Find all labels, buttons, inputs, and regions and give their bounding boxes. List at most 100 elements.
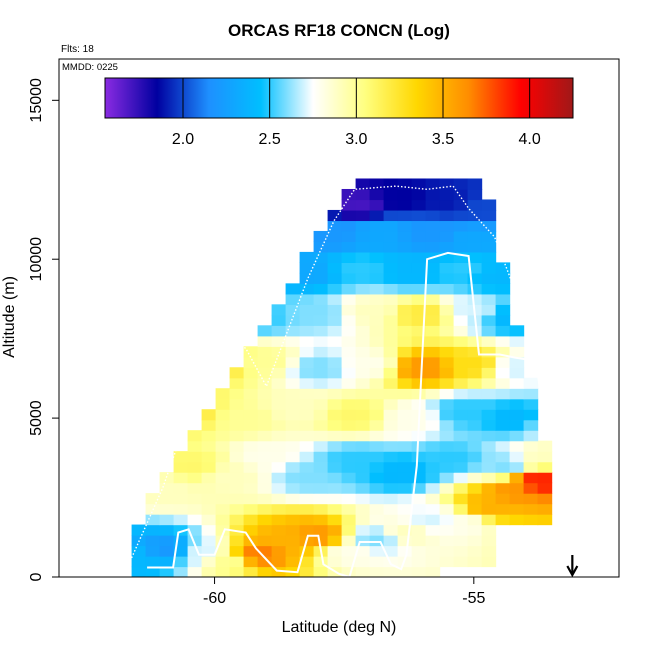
heatmap-cell <box>201 503 217 515</box>
heatmap-cell <box>467 524 483 536</box>
heatmap-cell <box>397 293 413 305</box>
heatmap-cell <box>383 220 399 232</box>
heatmap-cell <box>411 188 427 201</box>
heatmap-cell <box>383 556 399 568</box>
heatmap-cell <box>327 493 343 505</box>
heatmap-cell <box>299 356 315 368</box>
heatmap-cell <box>369 304 385 316</box>
heatmap-cell <box>537 451 553 463</box>
heatmap-cell <box>271 535 287 547</box>
heatmap-cell <box>341 293 357 305</box>
heatmap-cell <box>229 409 245 421</box>
heatmap-cell <box>355 398 371 410</box>
heatmap-cell <box>229 524 245 536</box>
heatmap-cell <box>285 304 301 316</box>
heatmap-cell <box>453 220 469 232</box>
heatmap-cell <box>383 272 399 284</box>
heatmap-cell <box>369 388 385 400</box>
heatmap-cell <box>313 451 329 463</box>
heatmap-cell <box>159 566 175 577</box>
heatmap-cell <box>285 419 301 431</box>
heatmap-cell <box>131 556 147 568</box>
heatmap-cell <box>285 398 301 410</box>
heatmap-cell <box>411 335 427 347</box>
heatmap-cell <box>425 209 441 222</box>
heatmap-cell <box>215 514 231 526</box>
heatmap-cell <box>285 535 301 547</box>
heatmap-cell <box>383 430 399 442</box>
heatmap-cell <box>523 482 539 494</box>
heatmap-cell <box>397 514 413 526</box>
heatmap-cell <box>453 251 469 263</box>
heatmap-cell <box>411 178 427 190</box>
heatmap-cell <box>397 451 413 463</box>
heatmap-cell <box>355 503 371 515</box>
heatmap-cell <box>355 178 371 190</box>
heatmap-cell <box>453 230 469 243</box>
heatmap-cell <box>397 199 413 211</box>
heatmap-cell <box>439 209 455 222</box>
heatmap-cell <box>411 451 427 463</box>
heatmap-cell <box>467 398 483 410</box>
heatmap-cell <box>411 283 427 295</box>
heatmap-cell <box>299 556 315 568</box>
heatmap-cell <box>313 430 329 442</box>
heatmap-cell <box>341 409 357 421</box>
heatmap-cell <box>285 514 301 526</box>
heatmap-cell <box>159 493 175 505</box>
heatmap-cell <box>243 482 259 494</box>
heatmap-cell <box>453 398 469 410</box>
heatmap-cell <box>299 493 315 505</box>
heatmap-cell <box>481 503 497 515</box>
heatmap-cell <box>523 419 539 431</box>
heatmap-cell <box>145 524 161 536</box>
heatmap-cell <box>299 325 315 337</box>
heatmap-cell <box>257 566 273 577</box>
heatmap-cell <box>341 356 357 368</box>
heatmap-cell <box>467 472 483 484</box>
heatmap-cell <box>327 293 343 305</box>
heatmap-cell <box>397 178 413 190</box>
heatmap-cell <box>425 451 441 463</box>
heatmap-cell <box>327 230 343 243</box>
heatmap-cell <box>411 346 427 358</box>
heatmap-cell <box>327 535 343 547</box>
heatmap-cell <box>201 524 217 536</box>
heatmap-cell <box>383 398 399 410</box>
heatmap-cell <box>369 241 385 253</box>
heatmap-cell <box>439 398 455 410</box>
heatmap-cell <box>397 346 413 358</box>
heatmap-cell <box>411 230 427 243</box>
heatmap-cell <box>355 304 371 316</box>
heatmap-cell <box>411 566 427 577</box>
heatmap-cell <box>355 262 371 274</box>
heatmap-cell <box>201 493 217 505</box>
heatmap-cell <box>481 335 497 347</box>
heatmap-cell <box>355 535 371 547</box>
heatmap-cell <box>341 419 357 431</box>
flight-track-solid <box>147 251 553 577</box>
heatmap-cell <box>481 556 497 568</box>
heatmap-cell <box>313 314 329 326</box>
heatmap-cell <box>187 535 203 547</box>
heatmap-cell <box>355 493 371 505</box>
heatmap-cell <box>187 472 203 484</box>
heatmap-cell <box>327 514 343 526</box>
heatmap-cell <box>327 440 343 452</box>
heatmap-cell <box>397 314 413 326</box>
heatmap-cell <box>313 356 329 368</box>
heatmap-cell <box>313 409 329 421</box>
heatmap-cell <box>145 535 161 547</box>
heatmap-cell <box>341 388 357 400</box>
heatmap-cell <box>439 482 455 494</box>
heatmap-cell <box>341 304 357 316</box>
heatmap-cell <box>355 482 371 494</box>
heatmap-cell <box>187 493 203 505</box>
colorbar-gradient <box>104 77 574 119</box>
heatmap-cell <box>439 514 455 526</box>
heatmap-cell <box>481 367 497 379</box>
heatmap-cell <box>341 482 357 494</box>
heatmap-cell <box>481 325 497 337</box>
heatmap-cell <box>383 524 399 536</box>
